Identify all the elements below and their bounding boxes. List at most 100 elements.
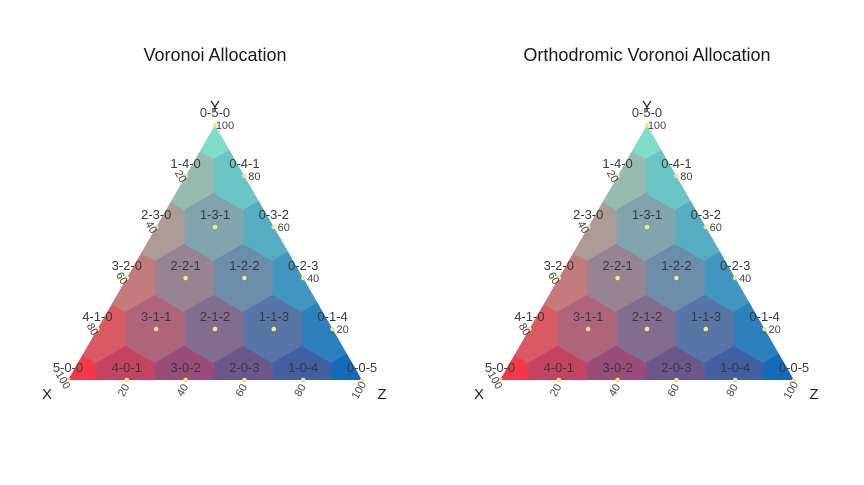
point-label: 2-0-3 <box>661 360 691 375</box>
tick-label-right: 60 <box>278 222 290 234</box>
point-label: 4-1-0 <box>514 309 544 324</box>
data-point-0-1-4 <box>330 326 335 332</box>
tick-label-right: 80 <box>248 171 260 183</box>
point-label: 5-0-0 <box>53 360 83 375</box>
data-point-2-1-2 <box>212 326 218 332</box>
tick-label-bottom: 20 <box>548 382 565 399</box>
data-point-0-0-5 <box>791 377 797 383</box>
tick-label-right: 40 <box>307 273 319 285</box>
data-point-4-0-1 <box>124 377 130 383</box>
tick-label-left: 20 <box>604 168 621 185</box>
tick-label-bottom: 20 <box>116 382 133 399</box>
point-label: 0-3-2 <box>259 207 289 222</box>
voronoi-cell-0-0-5 <box>331 345 362 380</box>
point-label: 2-3-0 <box>573 207 603 222</box>
point-label: 0-0-5 <box>779 360 809 375</box>
data-point-0-5-0 <box>212 122 218 128</box>
tick-label-bottom: 80 <box>292 382 309 399</box>
data-point-1-3-1 <box>212 224 218 230</box>
tick-label-left: 40 <box>143 219 160 236</box>
point-label: 1-2-2 <box>229 258 259 273</box>
tick-label-right: 40 <box>739 273 751 285</box>
point-label: 2-3-0 <box>141 207 171 222</box>
data-point-2-0-3 <box>674 377 679 383</box>
corner-label-x: X <box>474 386 484 403</box>
point-label: 1-2-2 <box>661 258 691 273</box>
data-point-3-1-1 <box>153 326 159 332</box>
data-point-1-2-2 <box>674 275 679 281</box>
data-point-0-4-1 <box>674 173 679 179</box>
point-label: 0-4-1 <box>661 156 691 171</box>
data-point-5-0-0 <box>65 377 71 383</box>
tick-label-left: 60 <box>113 270 130 287</box>
point-label: 0-5-0 <box>200 105 230 120</box>
point-label: 4-0-1 <box>544 360 574 375</box>
data-point-1-0-4 <box>732 377 738 383</box>
point-label: 1-4-0 <box>602 156 632 171</box>
point-label: 1-0-4 <box>288 360 318 375</box>
tick-label-bottom: 100 <box>350 380 370 402</box>
data-point-2-2-1 <box>615 275 620 281</box>
point-label: 1-0-4 <box>720 360 750 375</box>
tick-label-left: 80 <box>516 321 533 338</box>
point-label: 1-3-1 <box>200 207 230 222</box>
point-label: 1-4-0 <box>170 156 200 171</box>
point-label: 2-0-3 <box>229 360 259 375</box>
voronoi-cell-0-0-5 <box>763 345 794 380</box>
tick-label-bottom: 60 <box>666 382 683 399</box>
point-label: 0-0-5 <box>347 360 377 375</box>
chart-marks: 5-0-0 4-1-0 4-0-1 3-2-0 3-1-1 3-0-2 2-3-0 2-2-1… <box>485 105 809 401</box>
data-point-0-1-4 <box>762 326 767 332</box>
point-label: 4-1-0 <box>82 309 112 324</box>
point-label: 1-1-3 <box>259 309 289 324</box>
point-label: 0-2-3 <box>720 258 750 273</box>
tick-label-bottom: 100 <box>782 380 802 402</box>
chart-title: Orthodromic Voronoi Allocation <box>523 45 770 65</box>
point-label: 3-0-2 <box>602 360 632 375</box>
data-point-1-4-0 <box>615 173 620 179</box>
voronoi-allocation-panel: Voronoi Allocation 5-0-0 4-1-0 4-0-1 3-2-0 3… <box>42 45 387 403</box>
point-label: 0-1-4 <box>749 309 779 324</box>
data-point-1-2-2 <box>242 275 247 281</box>
data-point-4-1-0 <box>527 326 532 332</box>
point-label: 2-1-2 <box>632 309 662 324</box>
data-point-2-3-0 <box>153 224 159 230</box>
data-point-0-3-2 <box>703 224 709 230</box>
data-point-0-5-0 <box>644 122 650 128</box>
point-label: 3-2-0 <box>544 258 574 273</box>
corner-label-y: Y <box>642 98 652 115</box>
data-point-0-0-5 <box>359 377 365 383</box>
data-point-0-2-3 <box>732 275 738 281</box>
data-point-1-4-0 <box>183 173 188 179</box>
tick-label-left: 80 <box>84 321 101 338</box>
orthodromic-voronoi-allocation-panel: Orthodromic Voronoi Allocation 5-0-0 4-1-… <box>474 45 819 403</box>
data-point-2-3-0 <box>585 224 591 230</box>
data-point-2-2-1 <box>183 275 188 281</box>
tick-label-right: 20 <box>336 324 348 336</box>
point-label: 0-3-2 <box>691 207 721 222</box>
tick-label-right: 60 <box>710 222 722 234</box>
chart-marks: 5-0-0 4-1-0 4-0-1 3-2-0 3-1-1 3-0-2 2-3-0 2-2-1… <box>53 105 377 401</box>
tick-label-bottom: 40 <box>175 382 192 399</box>
point-label: 1-1-3 <box>691 309 721 324</box>
point-label: 2-1-2 <box>200 309 230 324</box>
point-label: 2-2-1 <box>170 258 200 273</box>
tick-label-bottom: 60 <box>234 382 251 399</box>
data-point-5-0-0 <box>497 377 503 383</box>
data-point-2-1-2 <box>644 326 650 332</box>
point-label: 2-2-1 <box>602 258 632 273</box>
chart-title: Voronoi Allocation <box>143 45 286 65</box>
tick-label-left: 20 <box>172 168 189 185</box>
point-label: 5-0-0 <box>485 360 515 375</box>
data-point-2-0-3 <box>242 377 247 383</box>
data-point-0-2-3 <box>300 275 306 281</box>
data-point-4-1-0 <box>95 326 100 332</box>
data-point-1-1-3 <box>271 326 277 332</box>
point-label: 3-0-2 <box>170 360 200 375</box>
tick-label-left: 40 <box>575 219 592 236</box>
data-point-1-1-3 <box>703 326 709 332</box>
tick-label-right: 20 <box>768 324 780 336</box>
tick-label-left: 60 <box>545 270 562 287</box>
tick-label-right: 100 <box>648 120 666 132</box>
